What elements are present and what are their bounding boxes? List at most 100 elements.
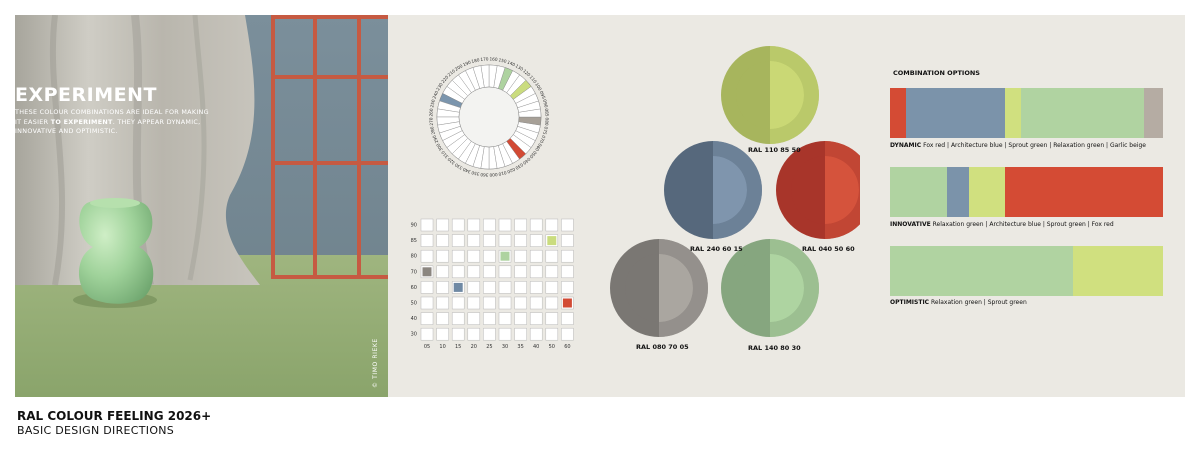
matrix-cell bbox=[451, 218, 465, 232]
matrix-cell bbox=[483, 327, 496, 341]
matrix-cell bbox=[467, 218, 481, 232]
swatch-inner-light bbox=[770, 254, 804, 322]
combination-bar-dynamic bbox=[890, 88, 1163, 138]
matrix-cell bbox=[420, 312, 434, 325]
matrix-cell bbox=[529, 312, 543, 325]
wheel-label: 180 bbox=[471, 57, 481, 65]
matrix-cell bbox=[561, 312, 574, 325]
matrix-cell bbox=[545, 265, 559, 279]
hero-photo bbox=[15, 15, 388, 397]
combination-caption-dynamic: DYNAMIC Fox red | Architecture blue | Sp… bbox=[890, 142, 1146, 149]
matrix-cell bbox=[483, 296, 496, 310]
wheel-label: 230 bbox=[435, 82, 445, 92]
matrix-cell bbox=[514, 296, 527, 310]
matrix-cell bbox=[498, 218, 512, 232]
combination-name: OPTIMISTIC bbox=[890, 299, 930, 306]
wheel-label: 075 bbox=[541, 126, 549, 136]
wheel-label: 350 bbox=[471, 169, 481, 177]
matrix-cell bbox=[436, 312, 449, 325]
wheel-label: 320 bbox=[446, 156, 456, 166]
combination-heading: COMBINATION OPTIONS bbox=[893, 69, 980, 77]
wheel-label: 060 bbox=[533, 142, 543, 152]
matrix-cell bbox=[529, 249, 543, 263]
bar-segment bbox=[1072, 246, 1163, 296]
matrix-cell bbox=[420, 281, 434, 294]
bar-segment bbox=[890, 88, 907, 138]
wheel-label: 340 bbox=[462, 166, 472, 175]
matrix-x-label: 50 bbox=[549, 344, 555, 350]
matrix-x-label: 25 bbox=[486, 344, 492, 350]
bar-segment bbox=[890, 246, 1073, 296]
wheel-label: 200 bbox=[454, 63, 464, 73]
wheel-label: 120 bbox=[521, 68, 531, 78]
matrix-cell bbox=[529, 265, 543, 279]
matrix-cell bbox=[545, 296, 559, 310]
matrix-cell bbox=[561, 327, 574, 341]
bar-segment bbox=[1143, 88, 1163, 138]
swatch-label-1: RAL 110 85 50 bbox=[748, 146, 801, 154]
swatch-inner-light bbox=[770, 61, 804, 129]
wheel-label: 280 bbox=[429, 125, 437, 135]
combination-name: DYNAMIC bbox=[890, 142, 922, 149]
matrix-cell bbox=[545, 249, 559, 263]
matrix-cell bbox=[451, 327, 465, 341]
hero-illustration bbox=[15, 15, 388, 397]
matrix-cell bbox=[498, 312, 512, 325]
matrix-cell bbox=[514, 327, 527, 341]
matrix-cell bbox=[467, 327, 481, 341]
matrix-x-label: 15 bbox=[455, 344, 461, 350]
wheel-center bbox=[458, 86, 520, 148]
matrix-x-label: 40 bbox=[533, 344, 539, 350]
matrix-x-label: 30 bbox=[502, 344, 508, 350]
matrix-cell bbox=[514, 312, 527, 325]
matrix-cell bbox=[420, 327, 434, 341]
wheel-label: 050 bbox=[528, 149, 538, 159]
bar-segment bbox=[1004, 167, 1163, 217]
wheel-label: 150 bbox=[498, 57, 508, 65]
matrix-cell bbox=[483, 234, 496, 247]
matrix-cell bbox=[467, 249, 481, 263]
combination-desc: Relaxation green | Sprout green bbox=[931, 299, 1027, 306]
matrix-cell bbox=[467, 281, 481, 294]
matrix-cell bbox=[545, 327, 559, 341]
matrix-cell bbox=[514, 218, 527, 232]
matrix-y-label: 90 bbox=[411, 223, 417, 229]
combination-caption-innovative: INNOVATIVE Relaxation green | Architectu… bbox=[890, 221, 1114, 228]
combination-caption-optimistic: OPTIMISTIC Relaxation green | Sprout gre… bbox=[890, 299, 1027, 306]
hero-text-part-b: . THEY APPEAR DYNAMIC, INNOVATIVE AND OP… bbox=[15, 117, 201, 136]
swatch-label-2: RAL 240 60 15 bbox=[690, 245, 743, 253]
matrix-cell-filled bbox=[500, 251, 510, 261]
matrix-cell bbox=[436, 281, 449, 294]
wheel-label: 040 bbox=[521, 156, 531, 166]
matrix-cell bbox=[514, 265, 527, 279]
matrix-x-label: 05 bbox=[424, 344, 430, 350]
matrix-cell bbox=[467, 234, 481, 247]
matrix-cell bbox=[545, 281, 559, 294]
hero-text-bold: TO EXPERIMENT bbox=[50, 117, 113, 126]
wheel-label: 020 bbox=[506, 166, 516, 175]
wheel-label: 010 bbox=[497, 169, 507, 177]
hero-text-part-a: THESE COLOUR COMBINATIONS ARE IDEAL FOR … bbox=[15, 108, 209, 126]
wheel-label: 080 bbox=[543, 117, 550, 126]
matrix-cell bbox=[529, 327, 543, 341]
swatch-label-3: RAL 040 50 60 bbox=[802, 245, 855, 253]
hero-description: THESE COLOUR COMBINATIONS ARE IDEAL FOR … bbox=[15, 108, 215, 137]
matrix-cell bbox=[483, 218, 496, 232]
matrix-cell bbox=[451, 296, 465, 310]
matrix-y-label: 30 bbox=[411, 332, 417, 338]
matrix-cell bbox=[529, 296, 543, 310]
wheel-label: 260 bbox=[428, 108, 435, 117]
matrix-cell bbox=[467, 265, 481, 279]
matrix-cell bbox=[467, 312, 481, 325]
matrix-cell bbox=[498, 265, 512, 279]
bar-segment bbox=[969, 167, 1005, 217]
wheel-label: 140 bbox=[506, 60, 516, 69]
swatch-inner-light bbox=[825, 156, 859, 224]
matrix-y-label: 80 bbox=[411, 254, 417, 260]
matrix-cell bbox=[420, 218, 434, 232]
wheel-label: 090 bbox=[541, 99, 549, 109]
wheel-label: 030 bbox=[514, 161, 524, 171]
swatch-circles bbox=[610, 46, 860, 337]
combination-desc: Fox red | Architecture blue | Sprout gre… bbox=[923, 142, 1146, 149]
matrix-cell bbox=[561, 265, 574, 279]
